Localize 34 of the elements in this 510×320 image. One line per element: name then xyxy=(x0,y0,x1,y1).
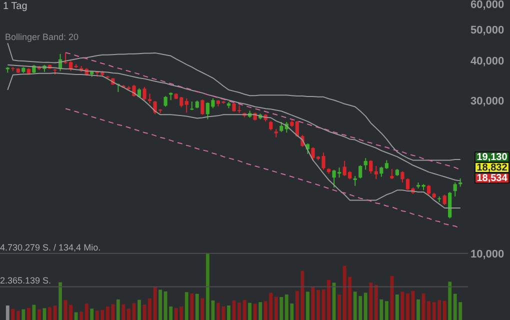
y-tick-label: 30,000 xyxy=(470,96,504,108)
candlestick xyxy=(184,98,188,114)
line-series xyxy=(65,52,461,170)
ref-line-label: 2.365.139 S. xyxy=(0,276,52,286)
candlestick xyxy=(148,93,152,104)
candlestick xyxy=(364,158,368,170)
annotation: 1 Tag xyxy=(3,1,28,12)
candlestick xyxy=(164,96,168,108)
candlestick xyxy=(390,168,394,180)
candlestick xyxy=(280,122,284,133)
candlestick xyxy=(426,184,431,196)
y-tick-label: 40,000 xyxy=(470,56,504,68)
line-series xyxy=(7,42,461,161)
text: 19,130 xyxy=(476,152,508,163)
candlestick xyxy=(200,99,204,116)
text: 18,534 xyxy=(476,173,508,184)
candlestick xyxy=(442,194,446,206)
candlestick xyxy=(374,166,378,180)
y-tick-label: 60,000 xyxy=(470,0,504,12)
candlestick xyxy=(353,175,357,186)
y-tick-label: 50,000 xyxy=(470,24,504,37)
candlestick xyxy=(400,170,404,183)
annotation: Bollinger Band: 20 xyxy=(5,32,79,42)
ref-line-label: 4.730.279 S. / 134,4 Mio. xyxy=(0,242,101,252)
candlestick xyxy=(369,160,373,174)
y-tick-label: 10,000 xyxy=(470,248,504,260)
candlestick xyxy=(358,164,362,179)
candlestick xyxy=(142,86,146,101)
candlestick xyxy=(380,166,384,178)
candlestick xyxy=(453,182,457,197)
text: 18,832 xyxy=(476,162,508,174)
candlestick xyxy=(269,120,273,131)
line-series xyxy=(7,72,461,208)
candlestick xyxy=(295,120,299,138)
